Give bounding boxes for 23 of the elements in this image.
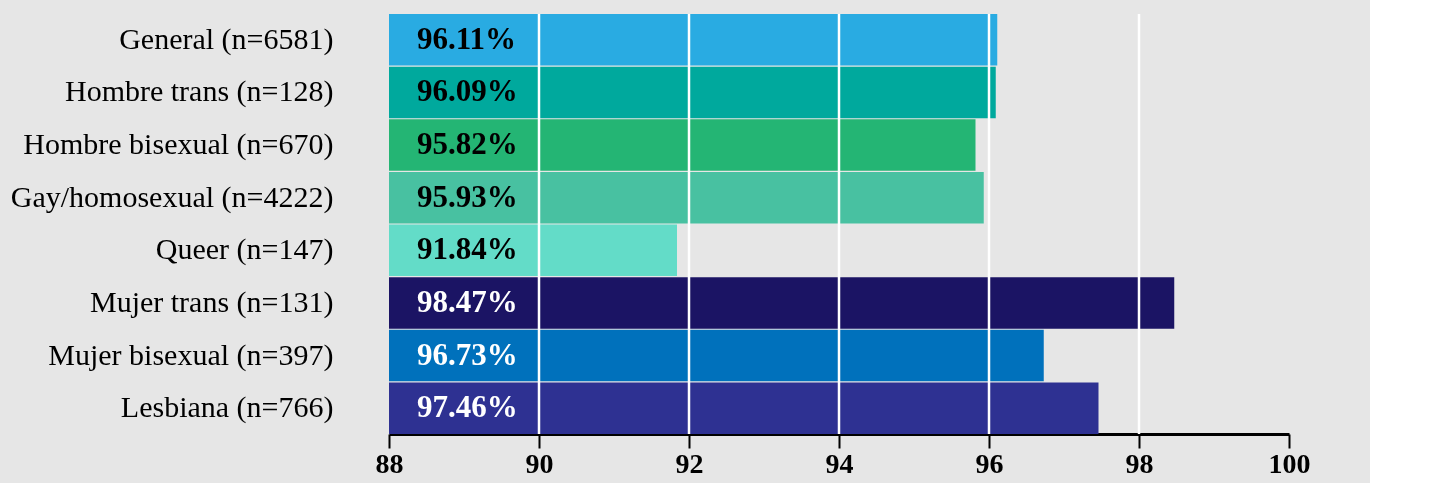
y-tick-label: General (n=6581) xyxy=(119,21,334,56)
y-tick-label: Mujer bisexual (n=397) xyxy=(48,337,334,372)
data-label: 97.46% xyxy=(417,389,518,425)
data-label: 96.73% xyxy=(417,336,518,372)
x-tick-label: 88 xyxy=(375,447,404,479)
y-tick-label: Queer (n=147) xyxy=(155,232,334,267)
data-label: 96.09% xyxy=(417,73,518,109)
y-tick-label: Gay/homosexual (n=4222) xyxy=(10,179,334,214)
y-tick-label: Hombre bisexual (n=670) xyxy=(23,127,334,162)
y-tick-label: Mujer trans (n=131) xyxy=(89,284,334,319)
data-label: 91.84% xyxy=(417,231,518,267)
x-tick-label: 96 xyxy=(975,447,1004,479)
data-label: 95.82% xyxy=(417,126,518,162)
y-tick-label: Lesbiana (n=766) xyxy=(120,390,334,425)
x-tick-label: 94 xyxy=(825,447,854,479)
x-tick-label: 98 xyxy=(1125,447,1154,479)
y-tick-label: Hombre trans (n=128) xyxy=(64,74,334,109)
x-tick-label: 100 xyxy=(1268,447,1311,479)
data-label: 98.47% xyxy=(417,283,518,319)
x-tick-label: 92 xyxy=(675,447,704,479)
data-label: 96.11% xyxy=(417,20,517,56)
data-label: 95.93% xyxy=(417,178,518,214)
x-tick-label: 90 xyxy=(525,447,554,479)
